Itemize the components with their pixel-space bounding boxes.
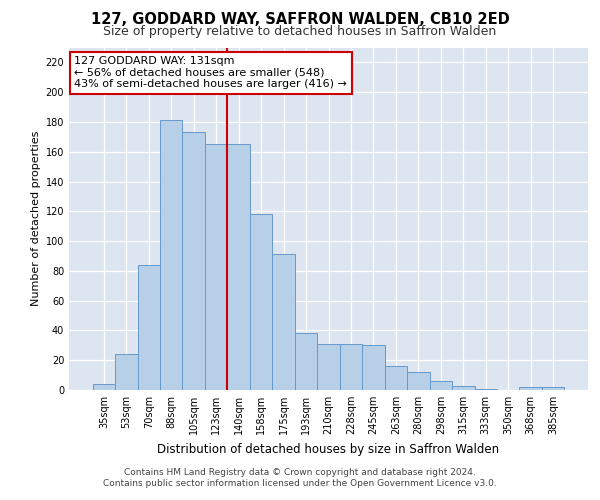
Bar — [137, 265, 160, 390]
Bar — [182, 132, 205, 390]
Text: 127, GODDARD WAY, SAFFRON WALDEN, CB10 2ED: 127, GODDARD WAY, SAFFRON WALDEN, CB10 2… — [91, 12, 509, 28]
Bar — [452, 386, 475, 390]
Bar — [542, 387, 565, 390]
Bar — [295, 334, 317, 390]
Bar — [340, 344, 362, 390]
Text: Size of property relative to detached houses in Saffron Walden: Size of property relative to detached ho… — [103, 25, 497, 38]
Bar — [430, 381, 452, 390]
Bar — [250, 214, 272, 390]
Bar — [205, 144, 227, 390]
Bar — [227, 144, 250, 390]
Bar — [272, 254, 295, 390]
Text: 127 GODDARD WAY: 131sqm
← 56% of detached houses are smaller (548)
43% of semi-d: 127 GODDARD WAY: 131sqm ← 56% of detache… — [74, 56, 347, 90]
Bar — [475, 388, 497, 390]
Bar — [407, 372, 430, 390]
Bar — [385, 366, 407, 390]
Text: Contains HM Land Registry data © Crown copyright and database right 2024.
Contai: Contains HM Land Registry data © Crown c… — [103, 468, 497, 487]
Bar — [520, 387, 542, 390]
Y-axis label: Number of detached properties: Number of detached properties — [31, 131, 41, 306]
X-axis label: Distribution of detached houses by size in Saffron Walden: Distribution of detached houses by size … — [157, 442, 500, 456]
Bar — [317, 344, 340, 390]
Bar — [160, 120, 182, 390]
Bar — [362, 346, 385, 390]
Bar — [115, 354, 137, 390]
Bar — [92, 384, 115, 390]
